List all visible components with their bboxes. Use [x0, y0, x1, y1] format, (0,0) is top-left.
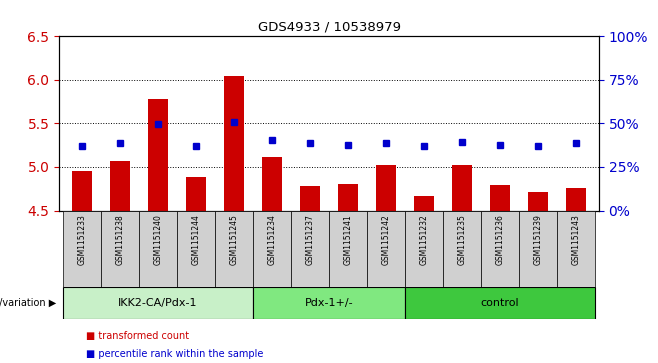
Text: GSM1151236: GSM1151236: [495, 214, 505, 265]
Bar: [481, 211, 519, 287]
Text: GSM1151233: GSM1151233: [78, 214, 86, 265]
Bar: [299, 186, 320, 211]
Bar: [63, 287, 253, 319]
Bar: [63, 211, 101, 287]
Bar: [451, 165, 472, 211]
Bar: [253, 211, 291, 287]
Text: GSM1151243: GSM1151243: [572, 214, 580, 265]
Text: GSM1151241: GSM1151241: [343, 214, 353, 265]
Bar: [528, 192, 548, 211]
Bar: [367, 211, 405, 287]
Bar: [565, 188, 586, 211]
Text: genotype/variation ▶: genotype/variation ▶: [0, 298, 56, 308]
Bar: [147, 99, 168, 211]
Text: GSM1151238: GSM1151238: [116, 214, 124, 265]
Bar: [413, 196, 434, 211]
Bar: [338, 184, 359, 211]
Text: GSM1151242: GSM1151242: [382, 214, 390, 265]
Text: GSM1151245: GSM1151245: [230, 214, 238, 265]
Text: GSM1151244: GSM1151244: [191, 214, 201, 265]
Bar: [224, 76, 245, 211]
Bar: [177, 211, 215, 287]
Bar: [186, 178, 207, 211]
Text: GSM1151237: GSM1151237: [305, 214, 315, 265]
Bar: [405, 211, 443, 287]
Text: control: control: [481, 298, 519, 308]
Bar: [139, 211, 177, 287]
Bar: [405, 287, 595, 319]
Bar: [443, 211, 481, 287]
Text: GSM1151234: GSM1151234: [268, 214, 276, 265]
Bar: [101, 211, 139, 287]
Text: GSM1151235: GSM1151235: [457, 214, 467, 265]
Text: GSM1151232: GSM1151232: [420, 214, 428, 265]
Text: GSM1151240: GSM1151240: [153, 214, 163, 265]
Bar: [261, 156, 282, 211]
Text: Pdx-1+/-: Pdx-1+/-: [305, 298, 353, 308]
Text: ■ transformed count: ■ transformed count: [86, 331, 189, 341]
Bar: [376, 165, 396, 211]
Bar: [490, 185, 511, 211]
Text: GSM1151239: GSM1151239: [534, 214, 542, 265]
Bar: [291, 211, 329, 287]
Bar: [557, 211, 595, 287]
Text: ■ percentile rank within the sample: ■ percentile rank within the sample: [86, 349, 263, 359]
Bar: [72, 171, 93, 211]
Bar: [215, 211, 253, 287]
Bar: [110, 161, 130, 211]
Bar: [519, 211, 557, 287]
Title: GDS4933 / 10538979: GDS4933 / 10538979: [257, 21, 401, 34]
Bar: [329, 211, 367, 287]
Text: IKK2-CA/Pdx-1: IKK2-CA/Pdx-1: [118, 298, 198, 308]
Bar: [253, 287, 405, 319]
